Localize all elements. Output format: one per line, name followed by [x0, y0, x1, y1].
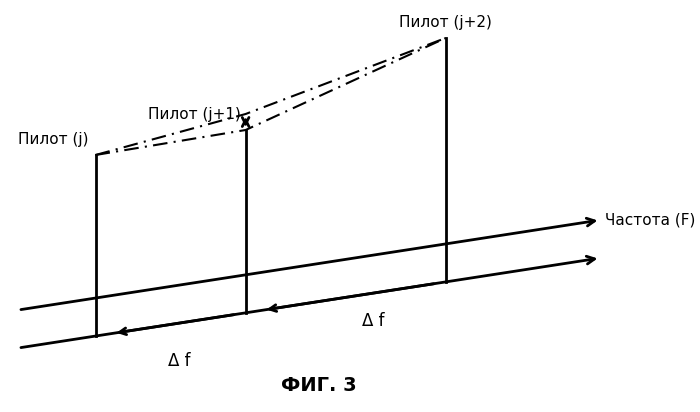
- Text: Δ f: Δ f: [362, 312, 384, 330]
- Text: Пилот (j+1): Пилот (j+1): [148, 107, 241, 122]
- Text: Δ f: Δ f: [169, 352, 191, 370]
- Text: Пилот (j): Пилот (j): [18, 132, 88, 147]
- Text: Пилот (j+2): Пилот (j+2): [399, 15, 492, 30]
- Text: ФИГ. 3: ФИГ. 3: [281, 376, 356, 395]
- Text: Частота (F): Частота (F): [605, 213, 695, 227]
